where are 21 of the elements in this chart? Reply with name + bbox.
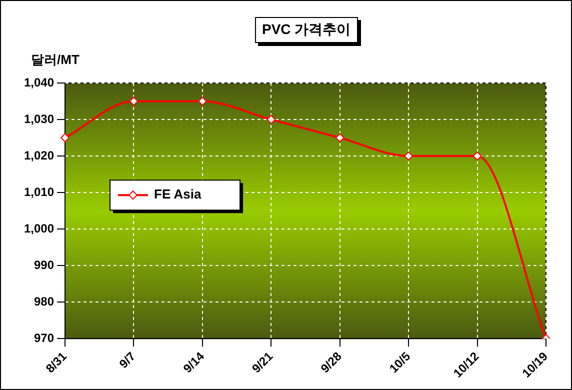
y-tick-label: 1,000 xyxy=(24,221,54,236)
y-tick-label: 1,010 xyxy=(24,184,54,199)
x-tick-label: 8/31 xyxy=(43,349,70,376)
y-tick-label: 1,020 xyxy=(24,148,54,162)
legend-label: FE Asia xyxy=(154,186,202,202)
y-tick-label: 970 xyxy=(34,330,54,345)
y-tick-label: 990 xyxy=(34,258,54,272)
point xyxy=(266,115,276,124)
point xyxy=(404,152,414,161)
chart-title: PVC 가격추이 xyxy=(255,17,358,43)
y-tick-label: 1,030 xyxy=(24,112,54,126)
y-tick-label: 980 xyxy=(34,294,54,308)
x-tick-label: 9/21 xyxy=(249,349,276,376)
point xyxy=(60,133,70,142)
point xyxy=(335,133,344,142)
y-tick-label: 1,040 xyxy=(24,75,54,90)
point xyxy=(472,152,482,161)
x-tick-label: 9/7 xyxy=(116,349,138,371)
point xyxy=(129,96,138,106)
y-axis-title: 달러/MT xyxy=(31,51,80,69)
point xyxy=(198,96,207,106)
